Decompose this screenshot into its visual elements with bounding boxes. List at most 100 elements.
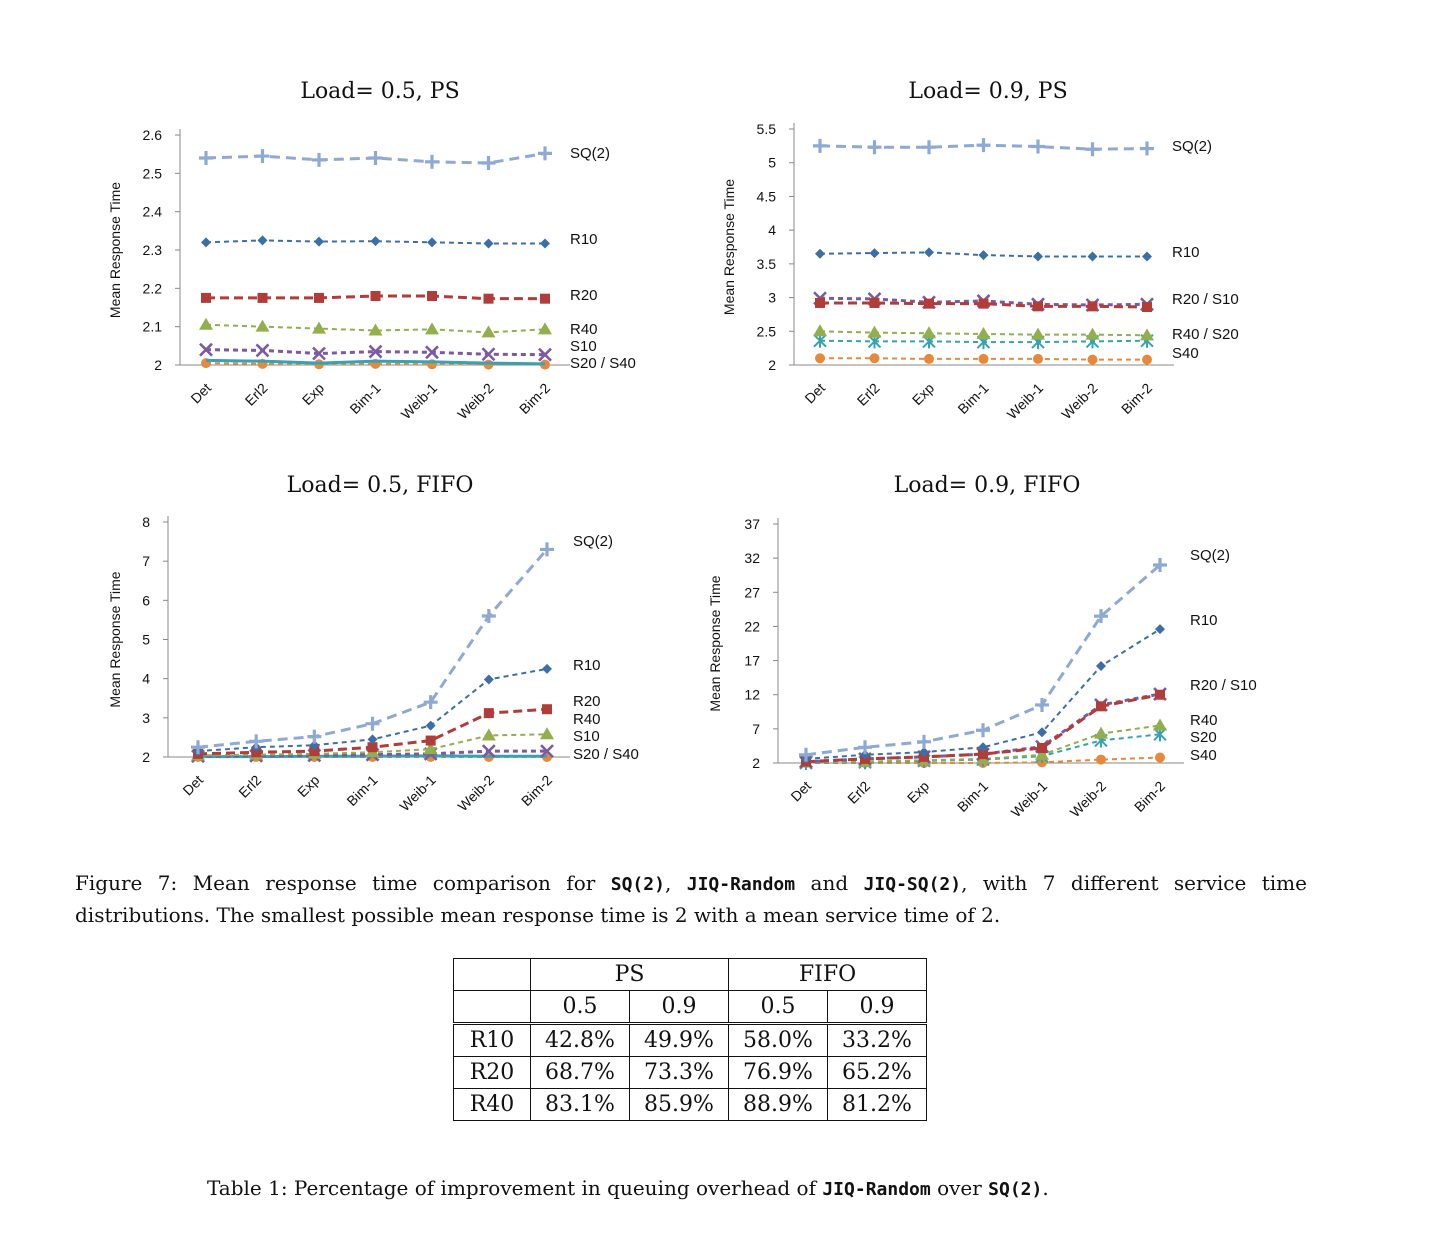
data-point [425, 345, 439, 360]
y-tick-label: 5.5 [757, 121, 777, 137]
y-tick-label: 8 [142, 514, 150, 530]
y-tick-label: 12 [744, 687, 760, 703]
chart-title: Load= 0.5, FIFO [287, 473, 474, 498]
table-corner-cell [453, 990, 531, 1024]
data-point [1096, 754, 1106, 765]
x-tick-label: Exp [909, 380, 938, 409]
data-point [1096, 701, 1106, 712]
data-point [1087, 301, 1098, 312]
data-point [1142, 354, 1152, 365]
data-point [799, 747, 813, 762]
data-point [1153, 557, 1167, 572]
data-point [309, 746, 320, 757]
table-caption-code: SQ(2) [988, 1179, 1043, 1200]
y-tick-label: 7 [752, 721, 760, 737]
table-subheader: 0.9 [827, 990, 927, 1024]
table-caption-text: over [930, 1176, 989, 1200]
data-point [922, 326, 936, 339]
chart-load09-fifo: Load= 0.9, FIFO Mean Response Time 2 7 12 17 2… [700, 466, 1320, 846]
table-cell: 42.8% [530, 1022, 630, 1057]
data-point [815, 353, 825, 364]
y-tick-label: 32 [744, 550, 760, 566]
table-cell: 83.1% [530, 1088, 630, 1121]
y-tick-label: 5 [142, 632, 150, 648]
data-point [924, 247, 934, 258]
series-label: R20 / S10 [1172, 291, 1239, 308]
data-point [540, 359, 550, 370]
data-point [978, 749, 988, 760]
series-label: R10 [1172, 244, 1200, 261]
data-point [199, 317, 213, 330]
x-tick-label: Exp [294, 772, 323, 801]
data-point [199, 342, 213, 357]
table-cell: 49.9% [629, 1022, 729, 1057]
data-point [976, 138, 991, 153]
data-point [1031, 139, 1045, 154]
data-point [249, 734, 264, 749]
table-header-row: PS FIFO [453, 958, 927, 991]
y-tick-label: 37 [744, 516, 760, 532]
data-point [483, 708, 494, 719]
series-label: SQ(2) [570, 145, 610, 162]
data-point [481, 325, 496, 338]
figure-caption-text: Figure 7: Mean response time comparison … [75, 871, 611, 895]
y-tick-label: 4 [768, 222, 776, 238]
x-tick-label: Bim-2 [1118, 380, 1155, 417]
data-point [1033, 353, 1043, 364]
data-point [858, 740, 872, 755]
data-point [815, 297, 825, 308]
table-cell: 33.2% [827, 1022, 927, 1057]
x-tick-label: Erl2 [844, 778, 873, 807]
data-point [1085, 142, 1100, 157]
y-tick-label: 2 [154, 357, 162, 373]
data-point [1033, 251, 1043, 262]
series-r20 [815, 297, 1152, 313]
data-point [917, 734, 931, 749]
data-point [540, 727, 554, 740]
table-cell: 65.2% [827, 1056, 927, 1089]
data-point [540, 238, 550, 249]
x-tick-label: Weib-1 [1004, 380, 1047, 423]
series-label: R10 [573, 657, 601, 674]
series-label: S20 / S40 [573, 746, 639, 763]
x-tick-label: Weib-2 [1067, 778, 1110, 821]
data-point [255, 319, 270, 332]
data-point [860, 749, 870, 760]
data-point [978, 353, 989, 364]
table-caption-code: JIQ-Random [822, 1179, 931, 1200]
chart-load05-ps: Load= 0.5, PS Mean Response Time 2 2.1 2.2 2.… [100, 72, 700, 442]
x-tick-label: Weib-1 [1008, 778, 1051, 821]
table-group-header: PS [530, 958, 729, 991]
data-point [307, 729, 322, 744]
y-tick-label: 2.4 [143, 204, 163, 220]
table-row: R40 83.1% 85.9% 88.9% 81.2% [453, 1088, 927, 1121]
data-point [314, 292, 324, 303]
x-tick-label: Weib-2 [454, 380, 497, 423]
x-tick-label: Erl2 [242, 380, 271, 409]
y-tick-label: 2.3 [143, 242, 163, 258]
table-row-label: R20 [453, 1056, 531, 1089]
x-tick-label: Det [787, 778, 814, 805]
series-r20 [201, 291, 550, 304]
data-point [201, 292, 211, 303]
series-label: R10 [570, 231, 598, 248]
y-axis-label: Mean Response Time [707, 575, 723, 711]
data-point [1096, 661, 1106, 672]
data-point [370, 236, 381, 247]
y-tick-label: 2 [752, 755, 760, 771]
data-point [538, 322, 552, 335]
figure-caption: Figure 7: Mean response time comparison … [75, 868, 1307, 931]
data-point [314, 236, 324, 247]
data-point [255, 343, 270, 358]
y-tick-label: 2.6 [143, 127, 163, 143]
data-point [481, 155, 496, 170]
series-r10 [201, 235, 550, 249]
data-point [1142, 251, 1152, 262]
data-point [1140, 141, 1154, 156]
series-r10 [815, 247, 1152, 262]
table-row-label: R10 [453, 1022, 531, 1057]
y-axis-label: Mean Response Time [107, 182, 123, 318]
data-point [257, 235, 268, 246]
figure-caption-text: , with 7 different service time distribu… [75, 871, 1307, 927]
data-point [257, 292, 268, 303]
